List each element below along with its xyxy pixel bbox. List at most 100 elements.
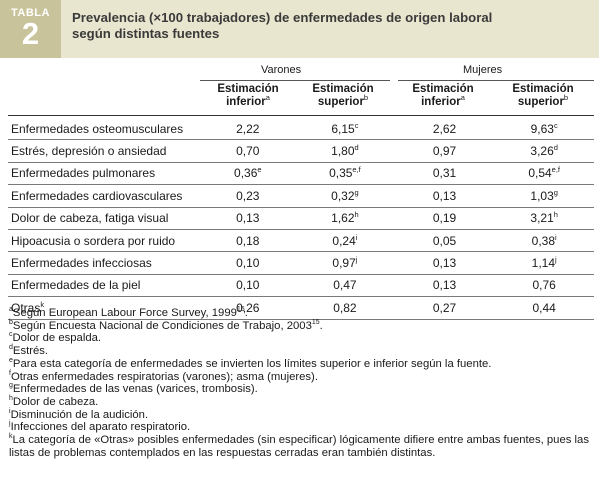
column-subhead-line-2: inferiora xyxy=(393,93,493,109)
column-subhead-label: superior xyxy=(517,96,564,108)
footnote-marker: c xyxy=(354,120,359,130)
table-label-word: TABLA xyxy=(11,7,50,19)
prevalence-value: 0,26 xyxy=(236,300,260,315)
prevalence-value: 1,62 xyxy=(331,211,355,226)
disease-name-text: Enfermedades cardiovasculares xyxy=(11,188,183,203)
footnote-text: Según European Labour Force Survey, 1999 xyxy=(12,307,237,319)
footnote-text: Enfermedades de las venas (varices, trom… xyxy=(12,383,258,396)
prevalence-cell: 3,26d xyxy=(494,139,594,163)
prevalence-value: 0,05 xyxy=(432,233,457,248)
prevalence-cell: 0,13 xyxy=(394,184,495,208)
prevalence-cell: 0,27 xyxy=(394,296,495,320)
footnote-marker: g xyxy=(553,187,558,197)
column-subhead: Estimación inferiora xyxy=(393,83,493,109)
table-title-line-1: Prevalencia (×100 trabajadores) de enfer… xyxy=(72,10,493,25)
reference-number: 15 xyxy=(311,318,320,326)
prevalence-value: 0,47 xyxy=(333,278,357,293)
prevalence-cell: 0,32g xyxy=(295,184,395,208)
prevalence-cell: 1,14j xyxy=(494,251,594,275)
table-row: Dolor de cabeza, fatiga visual 0,13 1,62h 0… xyxy=(8,207,594,230)
group-label-men: Varones xyxy=(261,64,302,76)
prevalence-cell: 1,03g xyxy=(494,184,594,208)
disease-name-text: Enfermedades pulmonares xyxy=(11,166,156,181)
footnote-marker: e,f xyxy=(551,165,561,175)
footnote: aSegún European Labour Force Survey, 199… xyxy=(9,306,595,320)
table-row: Enfermedades de la piel 0,10 0,47 0,13 0,76 xyxy=(8,274,594,298)
table-row: Enfermedades osteomusculares 2,22 6,15c 2,6… xyxy=(8,118,594,141)
prevalence-value: 0,13 xyxy=(432,256,457,271)
footnote: jInfecciones del aparato respiratorio. xyxy=(9,421,595,434)
footnote-marker: h xyxy=(553,210,558,220)
disease-name-text: Estrés, depresión o ansiedad xyxy=(11,144,167,159)
footnote: kLa categoría de «Otras» posibles enferm… xyxy=(9,433,595,459)
prevalence-value: 0,13 xyxy=(432,188,457,203)
prevalence-cell: 1,62h xyxy=(295,207,395,230)
footnote-text: Infecciones del aparato respiratorio. xyxy=(10,421,191,434)
prevalence-cell: 2,22 xyxy=(200,118,296,141)
prevalence-cell: 0,05 xyxy=(394,229,495,253)
footnote-marker: j xyxy=(9,420,11,428)
table-row: Otrask 0,26 0,82 0,27 0,44 xyxy=(8,296,594,320)
prevalence-value: 0,18 xyxy=(236,233,260,248)
column-subhead: Estimación inferiora xyxy=(198,83,298,109)
prevalence-cell: 0,13 xyxy=(394,251,495,275)
prevalence-value: 0,36 xyxy=(234,166,258,181)
footnote-marker: c xyxy=(553,120,558,130)
footnote-text: Otras enfermedades respiratorias (varone… xyxy=(10,370,318,383)
prevalence-value: 1,14 xyxy=(531,256,555,271)
disease-name-text: Dolor de cabeza, fatiga visual xyxy=(11,211,169,226)
table-row: Estrés, depresión o ansiedad 0,70 1,80d 0,9… xyxy=(8,139,594,163)
column-subhead-line-1: Estimación xyxy=(312,83,374,95)
table-row: Enfermedades cardiovasculares 0,23 0,32g 0,… xyxy=(8,184,594,208)
footnote-marker: j xyxy=(355,255,358,265)
footnote-text: Según Encuesta Nacional de Condiciones d… xyxy=(12,319,312,332)
prevalence-cell: 0,97 xyxy=(394,139,495,163)
footnote: cDolor de espalda. xyxy=(9,332,595,345)
footnote-marker: g xyxy=(354,187,359,197)
prevalence-value: 0,82 xyxy=(333,300,357,315)
prevalence-value: 0,19 xyxy=(432,211,457,226)
column-groups: Varones Mujeres xyxy=(0,64,599,80)
footnote-marker: f xyxy=(9,369,11,377)
footnote-marker: g xyxy=(9,382,13,390)
row-disease-name: Estrés, depresión o ansiedad xyxy=(8,139,201,163)
prevalence-cell: 0,44 xyxy=(494,296,594,320)
prevalence-value: 0,23 xyxy=(236,188,260,203)
prevalence-cell: 0,82 xyxy=(295,296,395,320)
footnote-marker: d xyxy=(9,344,13,352)
prevalence-value: 0,31 xyxy=(432,166,457,181)
prevalence-cell: 0,26 xyxy=(200,296,296,320)
footnote-marker: a xyxy=(265,93,270,103)
table-label-number: 2 xyxy=(21,16,40,51)
prevalence-cell: 0,10 xyxy=(200,274,296,298)
table-label-box: TABLA 2 xyxy=(0,0,61,58)
prevalence-cell: 0,18 xyxy=(200,229,296,253)
row-disease-name: Enfermedades cardiovasculares xyxy=(8,184,201,208)
prevalence-value: 2,62 xyxy=(432,121,457,136)
prevalence-cell: 6,15c xyxy=(295,118,395,141)
prevalence-cell: 0,54e,f xyxy=(494,162,594,186)
prevalence-value: 1,80 xyxy=(331,144,355,159)
prevalence-value: 0,35 xyxy=(329,166,353,181)
disease-name-text: Hipoacusia o sordera por ruido xyxy=(11,233,176,248)
footnote: hDolor de cabeza. xyxy=(9,395,595,409)
footnote-tail: . xyxy=(319,319,323,332)
footnote-text: La categoría de «Otras» posibles enferme… xyxy=(9,434,589,459)
prevalence-value: 0,32 xyxy=(331,188,355,203)
footnote-marker: h xyxy=(354,210,359,220)
footnote-text: Estrés. xyxy=(12,345,49,358)
prevalence-value: 0,10 xyxy=(236,256,260,271)
column-subhead-label: inferior xyxy=(421,96,461,108)
row-disease-name: Otrask xyxy=(8,296,201,320)
footnote-marker: k xyxy=(40,299,45,309)
prevalence-value: 0,24 xyxy=(332,233,356,248)
prevalence-cell: 0,35e,f xyxy=(295,162,395,186)
column-subhead: Estimación superiorb xyxy=(493,83,593,109)
footnote-marker: a xyxy=(460,93,465,103)
footnote-marker: k xyxy=(9,433,13,441)
column-subhead-line-2: superiorb xyxy=(293,94,393,109)
prevalence-cell: 3,21h xyxy=(494,207,594,230)
prevalence-value: 6,15 xyxy=(331,121,355,136)
footnote-marker: c xyxy=(9,331,13,339)
prevalence-cell: 2,62 xyxy=(394,118,495,141)
